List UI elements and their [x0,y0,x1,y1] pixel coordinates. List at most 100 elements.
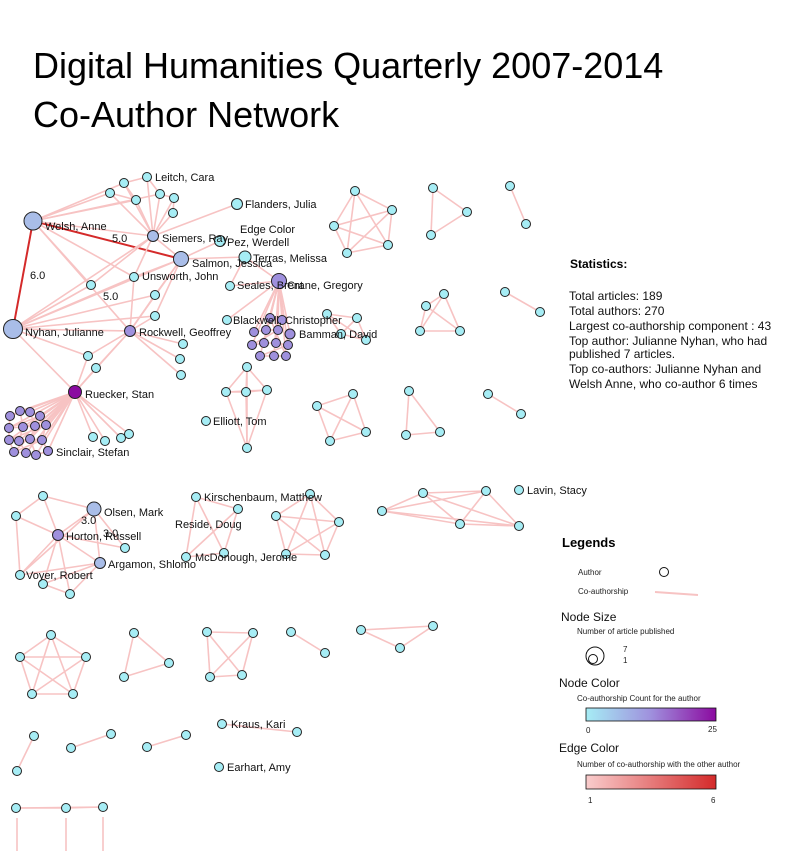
author-label: Flanders, Julia [245,199,317,211]
author-node [387,205,397,215]
coauthorship-edge [246,389,268,449]
author-node [142,742,152,752]
coauthorship-edge [19,656,74,695]
author-node [219,548,229,558]
coauthorship-edge [425,305,461,332]
legend-panel: Legends Author Co-authorship Node Size N… [559,535,741,805]
author-node [455,519,465,529]
author-label: Leitch, Cara [155,172,215,184]
coauthorship-edge [42,562,101,585]
author-node [175,354,185,364]
coauthorship-edge [324,521,340,556]
author-label: Sinclair, Stefan [56,447,129,459]
coauthorship-edge [12,328,131,332]
author-node [142,172,152,182]
coauthorship-edge [430,211,468,236]
coauthorship-edge [123,662,170,678]
author-node [292,727,302,737]
coauthorship-edge [15,515,59,536]
author-label: Siemers, Ray [162,233,229,245]
author-node [86,501,102,517]
author-node [334,517,344,527]
author-label: Horton, Russell [66,531,141,543]
legend-author-label: Author [578,568,602,577]
coauthorship-edge [333,190,356,227]
author-node [231,198,243,210]
author-node [124,325,136,337]
author-label: Pez, Werdell [227,237,289,249]
coauthorship-edge [152,203,238,237]
author-node [12,766,22,776]
author-node [322,309,332,319]
legend-edge-color-heading: Edge Color [559,741,619,755]
coauthorship-edge [25,391,76,454]
author-label: Welsh, Anne [45,221,107,233]
author-node [247,340,257,350]
coauthorship-edge [354,190,393,211]
coauthorship-edge [12,284,92,330]
author-node [21,448,31,458]
author-node [155,189,165,199]
coauthorship-edge [381,492,424,512]
coauthorship-edge [135,199,154,237]
coauthorship-edge [459,523,520,527]
author-node [342,248,352,258]
author-node [201,416,211,426]
author-node [514,521,524,531]
author-label: Olsen, Mark [104,507,164,519]
coauthorship-edge [309,493,340,523]
author-node [401,430,411,440]
legend-node-color-min: 0 [586,726,591,735]
coauthorship-edge [93,508,126,549]
coauthorship-edge [246,366,268,391]
coauthorship-edge [221,723,298,733]
author-node [277,315,287,325]
statistics-panel: Statistics: Total articles: 189 Total au… [569,257,771,391]
author-label: Seales, Brent [237,280,303,292]
legend-edge-color-min: 1 [588,796,593,805]
coauthorship-edge [285,493,311,555]
coauthorship-edge [225,391,248,449]
coauthorship-edge [275,515,326,556]
author-node [426,230,436,240]
coauthorship-edge [8,391,76,429]
coauthorship-edge [129,330,182,376]
coauthorship-edge [326,313,367,341]
coauthorship-edge [185,496,197,558]
author-label: Blackwell, Christopher [233,315,342,327]
author-node [271,273,287,289]
coauthorship-edge [408,390,441,433]
author-label: Edge Color [240,224,295,236]
coauthorship-edge [285,521,340,555]
coauthorship-edge [12,328,89,357]
author-node [173,251,189,267]
strong-coauthorship-edge [32,220,182,260]
coauthorship-edge [19,534,59,576]
author-node [483,389,493,399]
author-node [505,181,515,191]
author-node [516,409,526,419]
coauthorship-edge [152,197,175,237]
coauthorship-edge [70,733,112,749]
legend-node-size-max: 7 [623,645,628,654]
coauthorship-edge [387,209,393,246]
statistics-line: Largest co-authorship component : 43 [569,319,771,333]
author-node [286,627,296,637]
author-node [4,435,14,445]
coauthorship-edge [12,235,154,330]
author-node [283,340,293,350]
author-node [119,672,129,682]
author-label: Elliott, Tom [213,416,267,428]
author-node [38,579,48,589]
coauthorship-edge [290,631,326,654]
author-node [273,325,283,335]
coauthorship-edge [269,317,287,357]
coauthorship-edge [326,313,358,319]
author-node [233,504,243,514]
title-line-2: Co-Author Network [33,94,340,135]
author-node [435,427,445,437]
author-label: Terras, Melissa [253,253,328,265]
coauthorship-edge [329,431,367,442]
legend-node-size-heading: Node Size [561,610,617,624]
author-node [242,443,252,453]
